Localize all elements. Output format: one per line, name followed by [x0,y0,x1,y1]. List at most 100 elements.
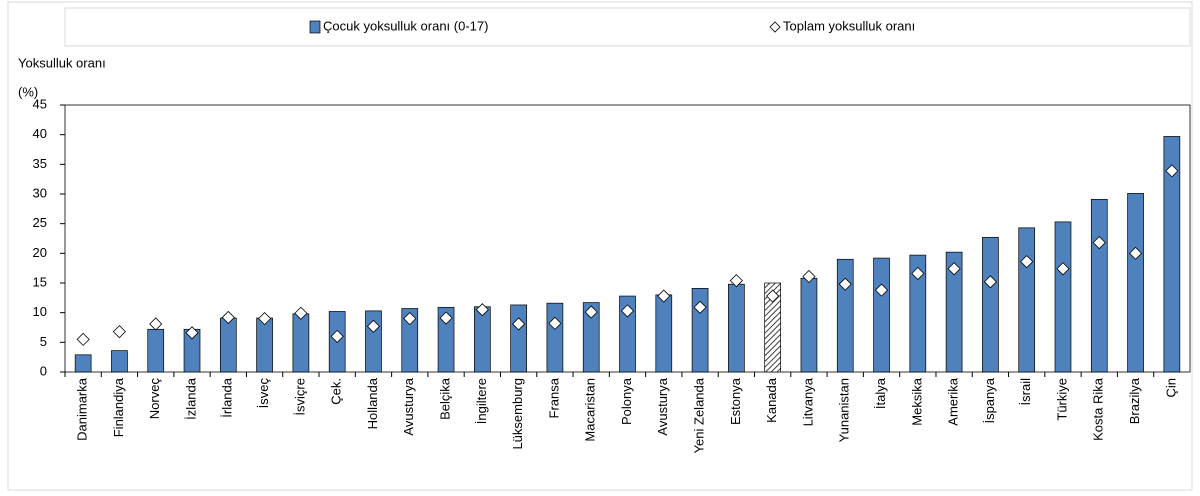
marker [149,317,163,331]
x-tick-label: Avusturya [401,377,416,435]
y-axis-label: (%) [18,84,38,99]
marker [439,311,453,325]
legend-box [64,7,1191,47]
bar [1054,221,1072,373]
x-tick-label: Türkiye [1054,378,1069,421]
marker [1092,236,1106,250]
bar [836,258,854,373]
marker [185,326,199,340]
bar [728,283,745,373]
marker [911,266,925,281]
y-tick-label: 5 [40,334,47,349]
bar [655,294,673,373]
marker [548,316,562,330]
y-tick-label: 20 [33,245,47,260]
marker [983,275,997,289]
marker [947,262,961,276]
x-tick-label: İsviçre [292,378,307,416]
x-tick-label: Hollanda [365,377,380,429]
marker [330,329,344,343]
y-tick-label: 15 [33,274,47,289]
bar [1018,227,1036,373]
bar [437,306,455,373]
bar [111,350,128,373]
marker [76,332,90,346]
marker [838,277,852,291]
bar [909,254,927,373]
x-tick-label: Fransa [546,377,561,418]
marker [258,312,272,326]
marker [693,300,707,314]
marker [1128,246,1143,260]
bar [873,257,890,373]
x-tick-label: Litvanya [800,377,815,426]
x-tick-label: Amerika [946,377,961,425]
marker [766,289,780,303]
x-tick-label: Finlandiya [111,377,126,437]
y-tick-label: 10 [33,304,47,319]
marker [366,319,381,333]
y-tick-label: 45 [33,96,47,111]
bar [147,328,165,373]
x-tick-label: İspanya [982,377,997,423]
legend-label: Çocuk yoksulluk oranı (0-17) [323,18,488,33]
bar [800,277,818,373]
marker [403,312,417,326]
x-tick-label: Belçika [437,377,452,420]
marker [112,325,127,339]
bar [510,304,527,373]
marker [657,289,671,303]
y-tick-label: 0 [40,363,47,378]
bar [1127,193,1144,373]
marker [221,310,235,324]
bar [401,308,419,373]
x-tick-label: Meksika [909,377,924,425]
x-tick-label: Polonya [619,377,634,425]
marker [874,283,889,297]
bar [256,317,273,373]
bar [982,236,999,373]
legend-swatch [309,20,321,34]
marker [620,304,635,318]
x-tick-label: İsveç [256,378,271,409]
y-tick-label: 25 [33,215,47,230]
x-tick-label: Lüksemburg [510,378,525,450]
x-tick-label: Danimarka [75,377,90,441]
y-tick-label: 35 [33,156,47,171]
x-tick-label: Avusturya [655,377,670,435]
bar [764,282,781,373]
x-tick-label: İngiltere [474,378,489,424]
marker [294,306,308,320]
x-tick-label: Yeni Zelanda [692,377,707,453]
y-tick-label: 40 [33,126,47,141]
x-tick-label: Macaristan [583,378,598,442]
x-tick-label: Çek. [329,378,344,405]
marker [1165,164,1179,178]
x-tick-label: İsrail [1018,378,1033,406]
legend-swatch [769,21,781,33]
bar [474,306,491,373]
x-tick-label: İtalya [873,377,888,409]
marker [1056,262,1070,276]
bar [1163,136,1181,373]
x-tick-label: Çin [1163,378,1178,398]
legend-label: Toplam yoksulluk oranı [783,18,915,33]
bar [1090,198,1108,373]
marker [584,305,598,319]
bar [219,317,237,373]
y-axis-label: Yoksulluk oranı [18,55,106,70]
marker [729,274,743,288]
x-tick-label: İzlanda [183,377,198,420]
chart-border [7,1,1193,491]
bar [582,302,600,373]
x-tick-label: Estonya [728,377,743,425]
bar [74,354,92,373]
x-tick-label: Norveç [147,378,162,420]
bar [292,313,310,373]
y-tick-label: 30 [33,185,47,200]
x-tick-label: İrlanda [220,377,235,418]
marker [512,317,526,331]
x-tick-label: Yunanistan [837,378,852,442]
marker [1020,255,1034,269]
